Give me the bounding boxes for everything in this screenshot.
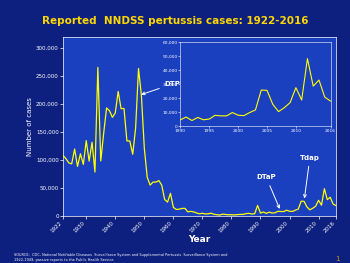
- Text: Tdap: Tdap: [300, 155, 320, 198]
- Text: SOURCE:  CDC, National Notifiable Diseases  Surveillance System and Supplemental: SOURCE: CDC, National Notifiable Disease…: [14, 253, 228, 262]
- Text: DTP: DTP: [142, 81, 181, 95]
- Text: DTaP: DTaP: [257, 174, 280, 208]
- X-axis label: Year: Year: [188, 235, 211, 244]
- Y-axis label: Number of cases: Number of cases: [27, 97, 33, 156]
- Text: Reported  NNDSS pertussis cases: 1922-2016: Reported NNDSS pertussis cases: 1922-201…: [42, 16, 308, 26]
- Text: 1: 1: [335, 256, 340, 262]
